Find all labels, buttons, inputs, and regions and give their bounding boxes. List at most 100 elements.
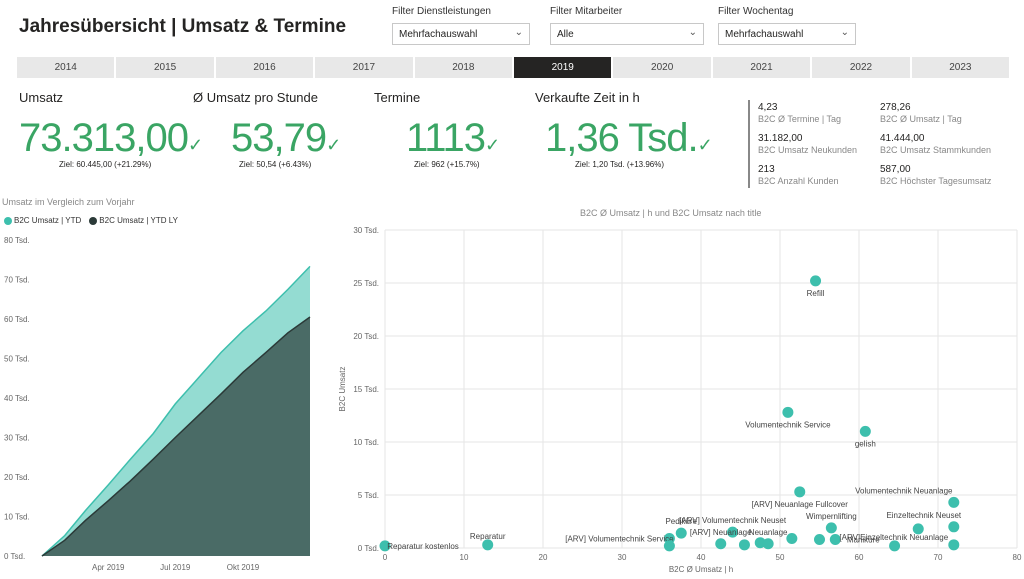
y-tick-label: 20 Tsd. [353,332,379,341]
year-2017[interactable]: 2017 [315,57,413,78]
scatter-chart[interactable]: 0 10 20 30 40 50 60 70 80 0 Tsd. 5 Tsd. 10 Tsd. 15 T… [335,222,1024,579]
scatter-chart-title: B2C Ø Umsatz | h und B2C Umsatz nach tit… [580,208,762,218]
legend-dot [89,216,98,225]
x-tick-label: 40 [697,553,706,562]
stat-label: B2C Ø Termine | Tag [758,114,842,124]
check-icon: ✓ [485,135,500,155]
scatter-point[interactable] [889,540,901,552]
scatter-point[interactable] [663,540,675,552]
stat-value: 31.182,00 [758,133,803,144]
kpi-goal: Ziel: 60.445,00 (+21.29%) [59,160,152,169]
x-tick-label: 60 [855,553,864,562]
kpi-goal: Ziel: 962 (+15.7%) [414,160,480,169]
scatter-point[interactable] [675,527,687,539]
year-2021[interactable]: 2021 [712,57,811,78]
kpi-title: Termine [374,90,421,105]
scatter-point[interactable] [762,538,774,550]
scatter-point[interactable] [786,532,798,544]
x-tick-label: 80 [1013,553,1022,562]
point-label: Volumentechnik Neuanlage [855,486,953,495]
scatter-point[interactable] [738,539,750,551]
x-tick-label: 20 [539,553,548,562]
line-series-0 [41,265,311,557]
scatter-point[interactable] [859,425,871,437]
stat-anzahl-kunden: 213 B2C Anzahl Kunden [758,164,839,186]
point-label: [ARV] Neuanlage [690,528,752,537]
year-2020[interactable]: 2020 [613,57,711,78]
point-label: Wimpernlifting [806,512,857,521]
year-2022[interactable]: 2022 [812,57,910,78]
y-tick-label: 80 Tsd. [4,236,30,245]
x-tick-label: 10 [460,553,469,562]
stat-value: 213 [758,164,775,175]
stat-label: B2C Höchster Tagesumsatz [880,176,992,186]
year-2016[interactable]: 2016 [215,57,314,78]
stat-umsatz-tag: 278,26 B2C Ø Umsatz | Tag [880,102,962,124]
filter-wochentag-dropdown[interactable]: Mehrfachauswahl ⌄ [718,23,856,45]
y-tick-label: 20 Tsd. [4,473,30,482]
kpi-goal: Ziel: 1,20 Tsd. (+13.96%) [575,160,665,169]
filter-value: Mehrfachauswahl [399,29,478,40]
y-tick-label: 30 Tsd. [353,226,379,235]
filter-mitarbeiter-dropdown[interactable]: Alle ⌄ [550,23,704,45]
point-label: Reparatur kostenlos [387,542,459,551]
year-2014[interactable]: 2014 [17,57,115,78]
kpi-termine: Termine 1113✓ Ziel: 962 (+15.7%) [374,90,500,169]
check-icon: ✓ [187,135,203,155]
legend-label: B2C Umsatz | YTD LY [99,216,178,225]
scatter-point[interactable] [482,539,494,551]
filter-label: Filter Wochentag [718,6,794,17]
scatter-point[interactable] [814,534,825,546]
stat-termine-tag: 4,23 B2C Ø Termine | Tag [758,102,841,124]
scatter-point[interactable] [379,540,391,552]
legend-item-ytd[interactable]: B2C Umsatz | YTD [4,216,81,225]
year-slicer: 2014 2015 2016 2017 2018 2019 2020 2021 2022 2023 [17,57,1010,78]
point-label: [ARV]Einzeltechnik Neuanlage [839,533,948,542]
year-2023[interactable]: 2023 [911,57,1010,78]
year-2019[interactable]: 2019 [514,57,612,78]
scatter-point[interactable] [829,534,841,546]
y-tick-label: 30 Tsd. [4,434,30,443]
x-tick-label: Okt 2019 [227,563,260,572]
kpi-title: Umsatz [19,90,64,105]
y-tick-label: 25 Tsd. [353,279,379,288]
filter-label: Filter Dienstleistungen [392,6,491,17]
scatter-point[interactable] [794,486,806,498]
divider [748,100,750,188]
stat-value: 587,00 [880,164,911,175]
stat-label: B2C Anzahl Kunden [758,176,839,186]
kpi-umsatz: Umsatz 73.313,00✓ Ziel: 60.445,00 (+21.2… [19,90,203,169]
kpi-value: 1,36 Tsd.✓ [545,116,713,160]
scatter-point[interactable] [948,496,960,508]
chevron-down-icon: ⌄ [688,27,697,38]
filter-dienstleistungen-dropdown[interactable]: Mehrfachauswahl ⌄ [392,23,530,45]
stat-label: B2C Umsatz Neukunden [758,145,858,155]
area-chart[interactable]: 0 Tsd. 10 Tsd. 20 Tsd. 30 Tsd. 40 Tsd. 50 Tsd… [0,228,320,578]
year-2015[interactable]: 2015 [116,57,214,78]
y-tick-label: 10 Tsd. [353,438,379,447]
stat-value: 41.444,00 [880,133,925,144]
scatter-point[interactable] [810,275,822,287]
scatter-point[interactable] [948,539,960,551]
area-series-1 [42,317,310,556]
y-tick-label: 50 Tsd. [4,355,30,364]
stat-label: B2C Umsatz Stammkunden [880,145,992,155]
y-tick-label: 15 Tsd. [353,385,379,394]
y-axis-label: B2C Umsatz [338,367,347,412]
chevron-down-icon: ⌄ [514,27,523,38]
kpi-value: 53,79✓ [231,116,341,160]
check-icon: ✓ [326,135,341,155]
stat-value: 278,26 [880,102,911,113]
kpi-title: Verkaufte Zeit in h [535,90,640,105]
scatter-point[interactable] [727,526,739,538]
scatter-point[interactable] [948,521,960,533]
area-chart-title: Umsatz im Vergleich zum Vorjahr [2,197,135,207]
kpi-value: 73.313,00✓ [19,116,203,160]
scatter-point[interactable] [782,406,794,418]
scatter-point[interactable] [912,523,924,535]
legend-label: B2C Umsatz | YTD [14,216,82,225]
legend-item-ytd-ly[interactable]: B2C Umsatz | YTD LY [89,216,178,225]
year-2018[interactable]: 2018 [414,57,513,78]
scatter-point[interactable] [715,538,727,550]
scatter-point[interactable] [825,522,837,534]
